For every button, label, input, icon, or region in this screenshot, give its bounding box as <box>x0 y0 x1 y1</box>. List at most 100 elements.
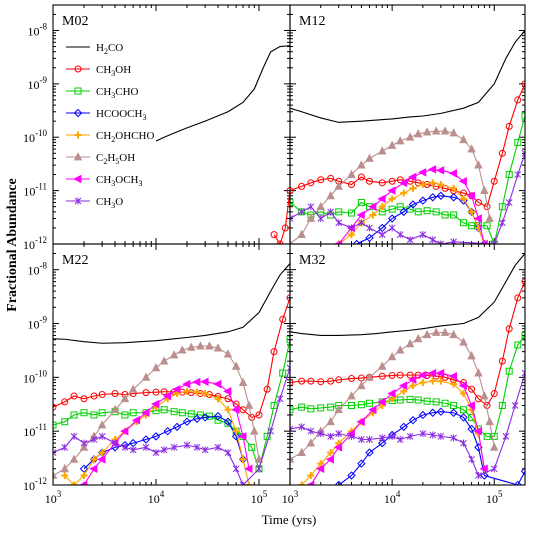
y-tick-label-base: 10 <box>23 425 35 439</box>
marker-ch3och3 <box>223 387 232 396</box>
y-tick-label-exponent: -10 <box>35 368 47 378</box>
marker-ch3o <box>290 215 294 223</box>
marker-ch3cho <box>279 369 287 377</box>
marker-ch2ohcho <box>245 481 253 485</box>
marker-ch2ohcho <box>409 382 417 390</box>
marker-hcooch3 <box>467 424 476 434</box>
marker-ch3o <box>327 208 334 216</box>
marker-ch3cho <box>80 409 88 417</box>
marker-ch3cho <box>483 222 491 230</box>
marker-hcooch3 <box>365 448 374 457</box>
x-tick-label: 103 <box>45 489 62 506</box>
panel-frame <box>289 243 526 486</box>
legend: H2COCH3OHCH3CHOHCOOCH3CH2OHCHOC2H5OHCH3O… <box>66 42 154 210</box>
marker-hcooch3 <box>418 410 428 420</box>
marker-ch3o <box>490 240 498 244</box>
legend-entry: C2H5OH <box>66 152 135 166</box>
marker-ch3o <box>511 401 519 409</box>
series-ch3o <box>290 369 525 480</box>
marker-hcooch3 <box>387 214 397 223</box>
marker-ch3oh <box>270 348 278 356</box>
marker-c2h5oh <box>238 377 248 386</box>
marker-c2h5oh <box>459 337 468 346</box>
marker-ch3o <box>490 465 498 473</box>
marker-c2h5oh <box>178 345 187 354</box>
marker-c2h5oh <box>422 329 432 339</box>
marker-ch2ohcho <box>400 189 408 197</box>
marker-ch3o <box>437 432 445 440</box>
series-c2h5oh <box>290 327 499 463</box>
marker-ch3o <box>80 439 88 447</box>
legend-entry: CH3CHO <box>66 86 139 100</box>
marker-ch3oh <box>335 376 343 384</box>
y-tick-label-base: 10 <box>28 318 40 332</box>
series-line-ch2ohcho <box>301 380 485 485</box>
marker-hcooch3 <box>399 207 408 217</box>
y-tick-label-base: 10 <box>28 78 40 92</box>
marker-ch3cho <box>490 432 498 440</box>
marker-hcooch3 <box>213 411 223 421</box>
legend-entry: H2CO <box>66 42 123 56</box>
marker-ch3oh <box>498 357 506 365</box>
x-tick-label: 105 <box>486 489 503 506</box>
marker-ch3och3 <box>387 186 396 195</box>
marker-ch3oh <box>498 149 506 157</box>
marker-ch3cho <box>414 396 422 404</box>
legend-label-part: CH <box>96 130 111 142</box>
marker-ch3cho <box>53 421 57 429</box>
marker-c2h5oh <box>395 136 405 145</box>
marker-hcooch3 <box>334 480 343 485</box>
marker-ch3oh <box>521 80 525 88</box>
marker-ch2ohcho <box>214 395 222 403</box>
marker-c2h5oh <box>120 393 130 403</box>
marker-ch3och3 <box>97 455 106 464</box>
marker-ch3o <box>224 449 232 457</box>
marker-ch3o <box>121 443 129 451</box>
legend-entry: CH2OHCHO <box>66 130 154 144</box>
marker-ch3oh <box>281 224 289 232</box>
marker-ch3cho <box>290 198 294 206</box>
legend-label-part: CO <box>108 42 123 54</box>
marker-ch3cho <box>327 403 335 411</box>
marker-ch2ohcho <box>369 211 377 219</box>
marker-ch3och3 <box>377 194 386 204</box>
panel-m02: M02 <box>52 4 291 245</box>
x-tick-label: 105 <box>251 489 268 506</box>
marker-ch3o <box>111 439 119 447</box>
marker-c2h5oh <box>187 342 196 351</box>
marker-ch3oh <box>317 378 325 386</box>
marker-c2h5oh <box>365 372 374 381</box>
marker-ch3och3 <box>79 480 88 485</box>
marker-ch2ohcho <box>429 179 437 187</box>
marker-ch3och3 <box>368 405 377 415</box>
marker-ch3cho <box>357 198 365 206</box>
marker-c2h5oh <box>490 442 499 451</box>
marker-ch3o <box>74 197 82 205</box>
legend-label-part: OHCHO <box>115 130 154 142</box>
legend-label-part: CHO <box>115 86 138 98</box>
marker-c2h5oh <box>357 160 366 169</box>
panel-ticks <box>52 4 291 245</box>
legend-label: CH3OH <box>96 64 131 78</box>
marker-ch3cho <box>460 406 468 414</box>
marker-hcooch3 <box>200 413 210 422</box>
marker-ch3o <box>267 427 275 435</box>
marker-ch3och3 <box>408 375 417 385</box>
marker-ch3cho <box>483 432 491 440</box>
marker-ch3oh <box>514 294 522 302</box>
marker-c2h5oh <box>213 343 223 352</box>
marker-ch3oh <box>255 411 263 419</box>
marker-ch3cho <box>498 401 506 409</box>
marker-c2h5oh <box>244 400 254 409</box>
marker-ch3oh <box>388 177 396 185</box>
legend-label: CH3CHO <box>96 86 139 100</box>
marker-ch3o <box>160 446 168 454</box>
marker-ch3och3 <box>192 377 201 387</box>
marker-ch3och3 <box>427 368 437 378</box>
legend-label-part: 2 <box>103 157 107 166</box>
legend-label-part: OH <box>115 64 131 76</box>
marker-ch2ohcho <box>98 449 106 457</box>
legend-label-part: CH <box>96 174 111 186</box>
marker-ch3cho <box>70 411 78 419</box>
marker-ch3o <box>388 224 396 232</box>
